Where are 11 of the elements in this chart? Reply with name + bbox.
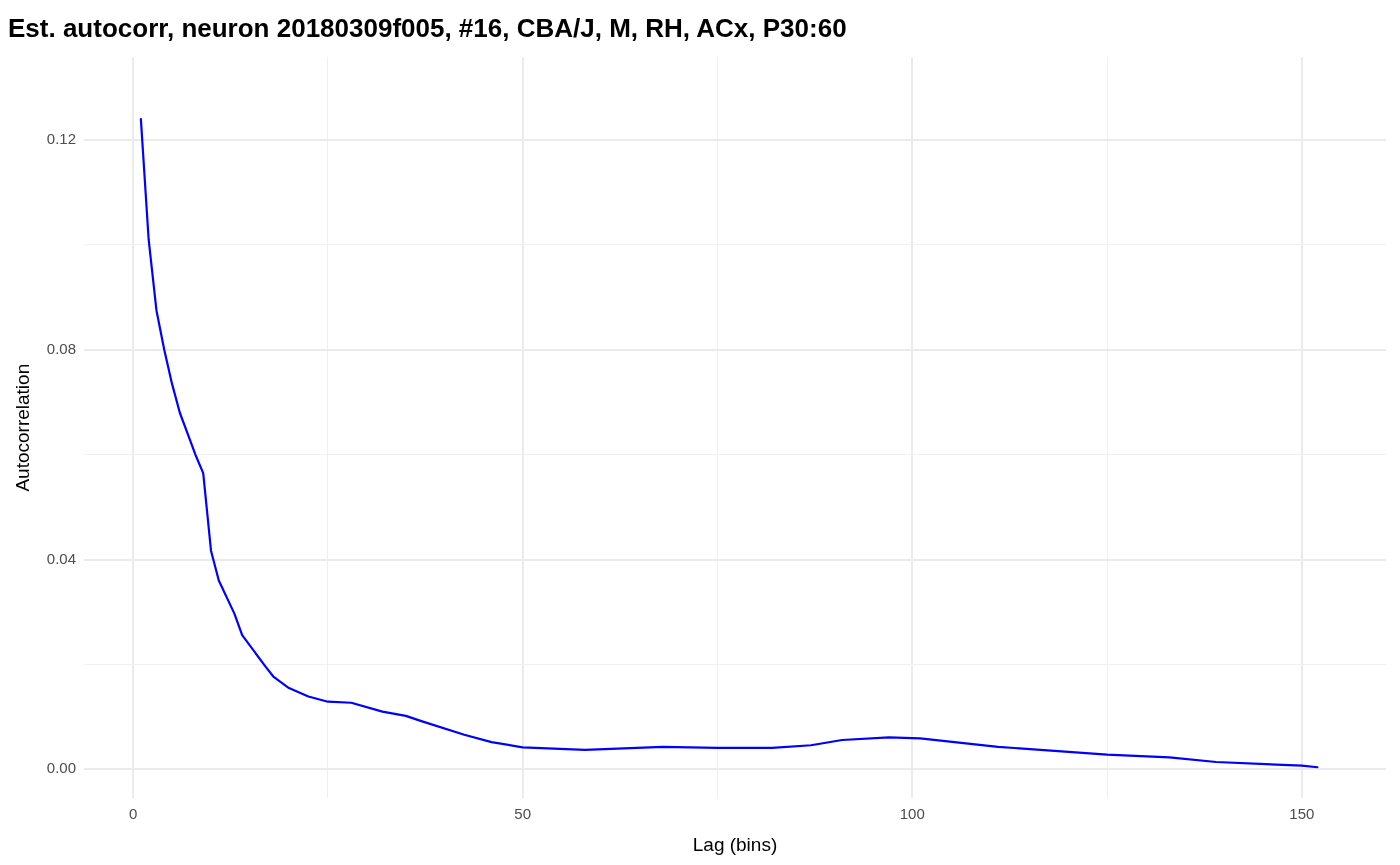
y-tick-label: 0.08 [46,339,76,357]
x-axis-title: Lag (bins) [692,833,778,855]
y-tick-label: 0.04 [46,549,76,567]
chart-title: Est. autocorr, neuron 20180309f005, #16, CBA/J, M, RH, ACx, P30:60 [8,12,847,43]
x-tick-label: 150 [1289,805,1315,823]
y-axis-title: Autocorrelation [11,363,33,492]
y-tick-label: 0.12 [46,130,76,148]
y-tick-label: 0.00 [46,759,76,777]
x-tick-label: 0 [128,805,138,823]
x-tick-label: 50 [514,805,532,823]
x-tick-label: 100 [899,805,925,823]
